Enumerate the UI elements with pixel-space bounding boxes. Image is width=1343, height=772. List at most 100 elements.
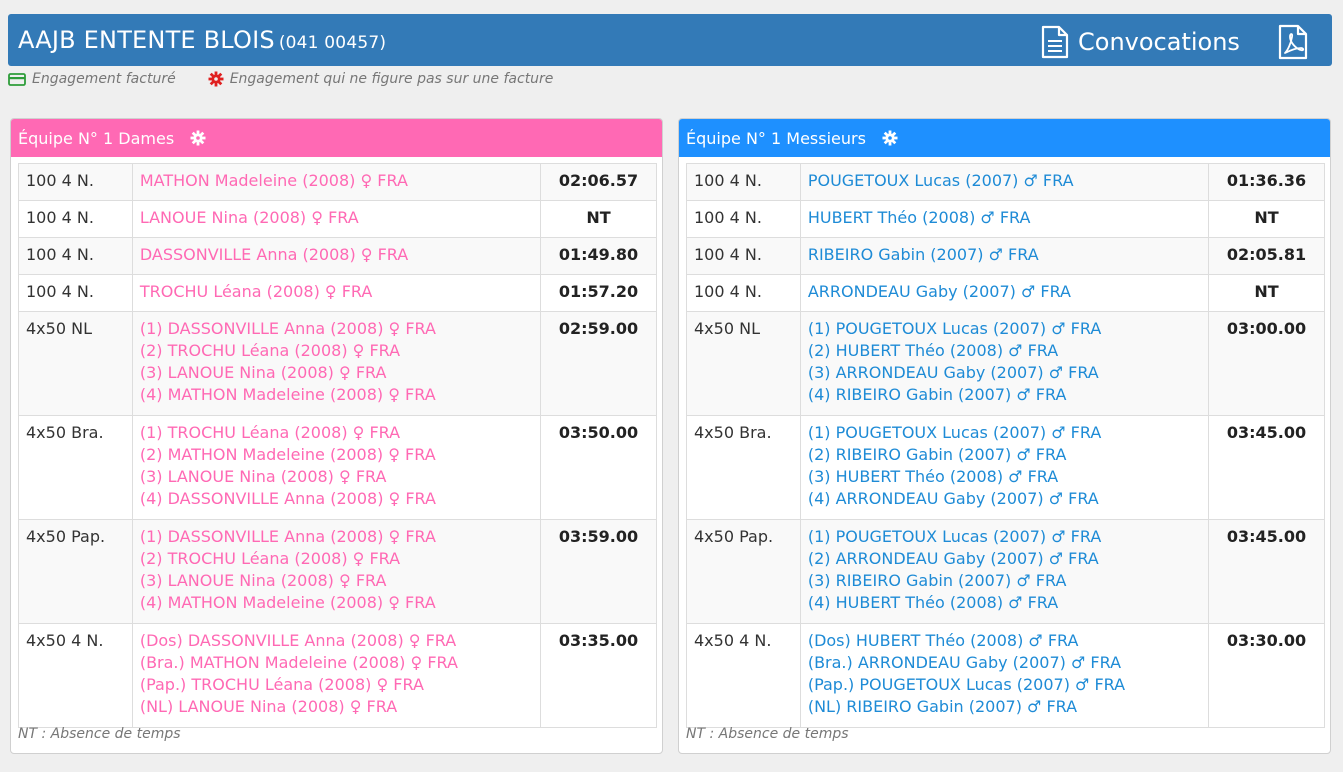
- event-cell: 100 4 N.: [686, 163, 801, 201]
- time-cell: 01:57.20: [540, 274, 657, 312]
- swimmer-link[interactable]: (1) TROCHU Léana (2008) ♀ FRA: [139, 423, 401, 442]
- swimmers-cell: ARRONDEAU Gaby (2007) ♂ FRA: [799, 274, 1210, 312]
- swimmer-link[interactable]: (3) ARRONDEAU Gaby (2007) ♂ FRA: [807, 363, 1099, 382]
- swimmers-cell: (Dos) DASSONVILLE Anna (2008) ♀ FRA (Bra.…: [131, 623, 542, 728]
- legend: Engagement facturé Engagement qui ne fig…: [8, 70, 553, 88]
- swimmer-link[interactable]: MATHON Madeleine (2008) ♀ FRA: [139, 171, 408, 190]
- swimmer-link[interactable]: (2) HUBERT Théo (2008) ♂ FRA: [807, 341, 1059, 360]
- swimmer-link[interactable]: (2) RIBEIRO Gabin (2007) ♂ FRA: [807, 445, 1067, 464]
- swimmers-cell: (1) POUGETOUX Lucas (2007) ♂ FRA (2) RIBE…: [799, 415, 1210, 520]
- team-panel-dames: Équipe N° 1 Dames 100 4 N. MATHON Madelei…: [10, 118, 663, 754]
- footnote: NT : Absence de temps: [686, 726, 849, 742]
- entries-table: 100 4 N. MATHON Madeleine (2008) ♀ FRA 02:…: [18, 163, 657, 728]
- swimmer-link[interactable]: (1) DASSONVILLE Anna (2008) ♀ FRA: [139, 527, 436, 546]
- event-cell: 100 4 N.: [18, 163, 133, 201]
- team-panel-header: Équipe N° 1 Messieurs: [679, 119, 1330, 157]
- time-cell: NT: [540, 200, 657, 238]
- table-row: 4x50 NL (1) DASSONVILLE Anna (2008) ♀ FRA…: [18, 311, 657, 416]
- entries-table: 100 4 N. POUGETOUX Lucas (2007) ♂ FRA 01:3…: [686, 163, 1325, 728]
- gear-icon[interactable]: [190, 130, 206, 146]
- swimmer-link[interactable]: (Bra.) MATHON Madeleine (2008) ♀ FRA: [139, 653, 458, 672]
- swimmer-link[interactable]: (4) ARRONDEAU Gaby (2007) ♂ FRA: [807, 489, 1099, 508]
- swimmer-link[interactable]: (Dos) DASSONVILLE Anna (2008) ♀ FRA: [139, 631, 457, 650]
- swimmer-link[interactable]: DASSONVILLE Anna (2008) ♀ FRA: [139, 245, 409, 264]
- swimmer-link[interactable]: (Dos) HUBERT Théo (2008) ♂ FRA: [807, 631, 1079, 650]
- swimmer-link[interactable]: (1) POUGETOUX Lucas (2007) ♂ FRA: [807, 319, 1102, 338]
- time-cell: 03:50.00: [540, 415, 657, 520]
- swimmer-link[interactable]: (Pap.) TROCHU Léana (2008) ♀ FRA: [139, 675, 424, 694]
- swimmer-link[interactable]: (3) LANOUE Nina (2008) ♀ FRA: [139, 571, 387, 590]
- swimmer-link[interactable]: (4) MATHON Madeleine (2008) ♀ FRA: [139, 385, 436, 404]
- club-name: AAJB ENTENTE BLOIS: [18, 26, 275, 54]
- swimmer-link[interactable]: (3) RIBEIRO Gabin (2007) ♂ FRA: [807, 571, 1067, 590]
- swimmers-cell: HUBERT Théo (2008) ♂ FRA: [799, 200, 1210, 238]
- swimmer-link[interactable]: TROCHU Léana (2008) ♀ FRA: [139, 282, 373, 301]
- event-cell: 4x50 4 N.: [18, 623, 133, 728]
- event-cell: 4x50 4 N.: [686, 623, 801, 728]
- table-row: 100 4 N. TROCHU Léana (2008) ♀ FRA 01:57.2…: [18, 274, 657, 312]
- swimmer-link[interactable]: (3) HUBERT Théo (2008) ♂ FRA: [807, 467, 1059, 486]
- swimmer-link[interactable]: (NL) LANOUE Nina (2008) ♀ FRA: [139, 697, 398, 716]
- table-row: 4x50 4 N. (Dos) HUBERT Théo (2008) ♂ FRA(…: [686, 623, 1325, 728]
- convocations-label: Convocations: [1078, 28, 1240, 56]
- time-cell: 02:05.81: [1208, 237, 1325, 275]
- table-row: 100 4 N. ARRONDEAU Gaby (2007) ♂ FRA NT: [686, 274, 1325, 312]
- swimmer-link[interactable]: (2) TROCHU Léana (2008) ♀ FRA: [139, 341, 401, 360]
- event-cell: 100 4 N.: [686, 274, 801, 312]
- table-row: 100 4 N. MATHON Madeleine (2008) ♀ FRA 02:…: [18, 163, 657, 201]
- team-title: Équipe N° 1 Dames: [18, 128, 175, 148]
- time-cell: NT: [1208, 200, 1325, 238]
- team-panel-header: Équipe N° 1 Dames: [11, 119, 662, 157]
- event-cell: 100 4 N.: [686, 237, 801, 275]
- document-icon: [1041, 25, 1069, 59]
- table-row: 4x50 Pap. (1) DASSONVILLE Anna (2008) ♀ F…: [18, 519, 657, 624]
- convocations-button[interactable]: Convocations: [1040, 24, 1240, 60]
- footnote: NT : Absence de temps: [18, 726, 181, 742]
- time-cell: 03:59.00: [540, 519, 657, 624]
- swimmer-link[interactable]: (2) MATHON Madeleine (2008) ♀ FRA: [139, 445, 436, 464]
- gear-icon[interactable]: [882, 130, 898, 146]
- swimmers-cell: (1) DASSONVILLE Anna (2008) ♀ FRA (2) TRO…: [131, 519, 542, 624]
- swimmer-link[interactable]: (4) MATHON Madeleine (2008) ♀ FRA: [139, 593, 436, 612]
- swimmer-link[interactable]: (Pap.) POUGETOUX Lucas (2007) ♂ FRA: [807, 675, 1126, 694]
- swimmer-link[interactable]: (1) POUGETOUX Lucas (2007) ♂ FRA: [807, 527, 1102, 546]
- swimmers-cell: (1) POUGETOUX Lucas (2007) ♂ FRA (2) ARRO…: [799, 519, 1210, 624]
- swimmer-link[interactable]: (3) LANOUE Nina (2008) ♀ FRA: [139, 467, 387, 486]
- club-title: AAJB ENTENTE BLOIS (041 00457): [18, 26, 386, 54]
- time-cell: 03:45.00: [1208, 415, 1325, 520]
- legend-invoiced: Engagement facturé: [8, 71, 176, 87]
- event-cell: 4x50 Bra.: [686, 415, 801, 520]
- swimmers-cell: (Dos) HUBERT Théo (2008) ♂ FRA (Bra.) ARR…: [799, 623, 1210, 728]
- swimmer-link[interactable]: (NL) RIBEIRO Gabin (2007) ♂ FRA: [807, 697, 1078, 716]
- swimmer-link[interactable]: HUBERT Théo (2008) ♂ FRA: [807, 208, 1031, 227]
- swimmer-link[interactable]: ARRONDEAU Gaby (2007) ♂ FRA: [807, 282, 1071, 301]
- swimmer-link[interactable]: (1) DASSONVILLE Anna (2008) ♀ FRA: [139, 319, 436, 338]
- swimmer-link[interactable]: (2) ARRONDEAU Gaby (2007) ♂ FRA: [807, 549, 1099, 568]
- swimmer-link[interactable]: RIBEIRO Gabin (2007) ♂ FRA: [807, 245, 1039, 264]
- swimmer-link[interactable]: (1) POUGETOUX Lucas (2007) ♂ FRA: [807, 423, 1102, 442]
- swimmer-link[interactable]: (Bra.) ARRONDEAU Gaby (2007) ♂ FRA: [807, 653, 1122, 672]
- swimmers-cell: (1) TROCHU Léana (2008) ♀ FRA (2) MATHON …: [131, 415, 542, 520]
- swimmer-link[interactable]: (4) HUBERT Théo (2008) ♂ FRA: [807, 593, 1059, 612]
- swimmer-link[interactable]: (4) DASSONVILLE Anna (2008) ♀ FRA: [139, 489, 436, 508]
- time-cell: 03:45.00: [1208, 519, 1325, 624]
- event-cell: 100 4 N.: [18, 274, 133, 312]
- swimmer-link[interactable]: (4) RIBEIRO Gabin (2007) ♂ FRA: [807, 385, 1067, 404]
- table-row: 100 4 N. LANOUE Nina (2008) ♀ FRA NT: [18, 200, 657, 238]
- club-header: AAJB ENTENTE BLOIS (041 00457) Convocatio…: [8, 14, 1332, 66]
- swimmer-link[interactable]: (2) TROCHU Léana (2008) ♀ FRA: [139, 549, 401, 568]
- event-cell: 4x50 NL: [686, 311, 801, 416]
- table-row: 4x50 NL (1) POUGETOUX Lucas (2007) ♂ FRA (…: [686, 311, 1325, 416]
- table-row: 100 4 N. DASSONVILLE Anna (2008) ♀ FRA 01:…: [18, 237, 657, 275]
- time-cell: 02:59.00: [540, 311, 657, 416]
- table-row: 4x50 Pap. (1) POUGETOUX Lucas (2007) ♂ FR…: [686, 519, 1325, 624]
- time-cell: NT: [1208, 274, 1325, 312]
- swimmer-link[interactable]: POUGETOUX Lucas (2007) ♂ FRA: [807, 171, 1074, 190]
- event-cell: 100 4 N.: [18, 237, 133, 275]
- legend-invoiced-label: Engagement facturé: [32, 71, 176, 87]
- credit-card-icon: [8, 72, 26, 86]
- pdf-icon[interactable]: [1276, 24, 1310, 60]
- team-panel-messieurs: Équipe N° 1 Messieurs 100 4 N. POUGETOUX …: [678, 118, 1331, 754]
- swimmer-link[interactable]: LANOUE Nina (2008) ♀ FRA: [139, 208, 359, 227]
- swimmer-link[interactable]: (3) LANOUE Nina (2008) ♀ FRA: [139, 363, 387, 382]
